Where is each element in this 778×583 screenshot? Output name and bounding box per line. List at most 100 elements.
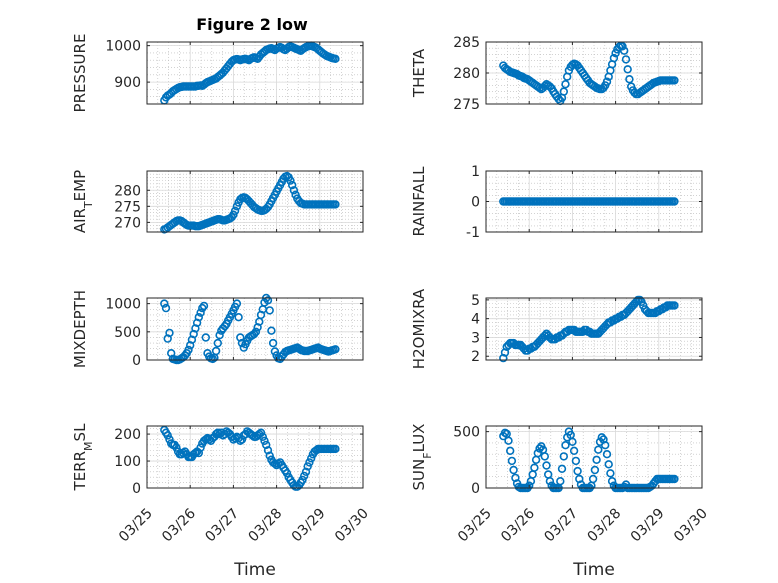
data-point (262, 440, 271, 450)
data-point (556, 477, 565, 486)
x-tick-label: 03/28 (246, 506, 286, 546)
x-tick-label: 03/26 (159, 505, 199, 545)
x-tick-label: 03/25 (455, 506, 495, 546)
data-point (251, 327, 261, 336)
data-point (507, 456, 517, 466)
data-point (594, 445, 603, 454)
data-point (331, 200, 340, 209)
axes-frame (485, 297, 703, 361)
data-point (559, 452, 568, 461)
data-markers (160, 41, 340, 105)
axes-frame (146, 41, 364, 105)
data-markers (160, 425, 340, 491)
data-point (305, 458, 314, 467)
data-point (561, 79, 570, 89)
y-tick-label: 0 (471, 195, 480, 211)
data-point (530, 463, 539, 472)
y-axis-label: TERRMSL (71, 423, 95, 492)
data-point (506, 446, 515, 455)
data-point (618, 42, 627, 51)
data-point (604, 460, 613, 469)
subplot-1: 900 1000 PRESSURE (71, 34, 364, 112)
y-tick-label: 270 (114, 215, 141, 231)
y-axis-label: RAINFALL (410, 166, 428, 237)
data-point (265, 451, 274, 460)
x-tick-label: 03/27 (202, 506, 242, 546)
data-point (600, 441, 610, 450)
axes-frame (146, 425, 364, 489)
y-tick-label: 0 (132, 481, 141, 497)
data-point (234, 313, 243, 322)
y-tick-label: 500 (114, 325, 141, 341)
data-point (201, 333, 211, 342)
y-tick-label: 0 (132, 353, 141, 369)
data-point (263, 296, 273, 305)
data-point (191, 448, 200, 458)
data-point (542, 461, 551, 470)
data-point (670, 301, 679, 310)
axes-frame (146, 297, 364, 361)
subplot-4: -1 0 1 RAINFALL (410, 164, 703, 241)
data-point (540, 331, 549, 340)
data-point (509, 465, 518, 475)
data-point (569, 446, 579, 455)
data-point (215, 331, 224, 340)
data-point (194, 313, 204, 322)
data-point (260, 436, 269, 445)
data-markers (499, 197, 679, 206)
data-point (258, 432, 267, 441)
data-point (559, 87, 568, 96)
y-tick-label: 280 (114, 183, 141, 199)
data-point (590, 465, 600, 475)
data-point (268, 338, 278, 348)
x-tick-label: 03/29 (289, 506, 329, 546)
data-point (540, 452, 549, 461)
data-point (270, 347, 280, 356)
data-point (300, 471, 309, 481)
data-point (619, 46, 629, 55)
data-point (607, 477, 617, 486)
y-tick-label: 275 (114, 199, 141, 215)
data-point (301, 467, 311, 476)
y-tick-label: 900 (114, 75, 141, 91)
data-point (161, 303, 171, 313)
x-tick-label: 03/29 (628, 506, 668, 546)
data-point (286, 176, 295, 185)
figure-title: Figure 2 low (196, 15, 308, 34)
axes-frame (146, 170, 364, 233)
data-point (194, 448, 204, 458)
data-point (196, 308, 205, 317)
data-point (592, 455, 601, 464)
data-point (625, 74, 634, 84)
data-point (265, 306, 274, 315)
data-point (213, 338, 223, 348)
data-point (256, 428, 266, 437)
x-tick-label: 03/25 (116, 506, 156, 546)
data-point (571, 456, 581, 466)
y-tick-label: 4 (471, 312, 480, 328)
data-point (545, 477, 555, 486)
y-axis-label: AIRTEMP (71, 170, 95, 233)
y-tick-label: 1 (471, 164, 480, 180)
data-point (331, 54, 340, 63)
data-markers (160, 293, 340, 365)
y-tick-label: 1000 (105, 39, 141, 55)
data-markers (499, 41, 679, 106)
data-point (289, 186, 299, 195)
x-axis-label: Time (572, 560, 615, 580)
data-point (160, 299, 169, 308)
data-point (670, 197, 679, 206)
x-tick-label: 03/26 (498, 505, 538, 545)
data-point (184, 345, 193, 355)
y-axis-label: H2OMIXRA (410, 288, 428, 369)
data-point (557, 464, 567, 473)
data-point (267, 326, 276, 335)
data-point (196, 443, 205, 452)
x-tick-label: 03/30 (671, 506, 711, 546)
x-tick-label: 03/28 (585, 506, 625, 546)
data-point (303, 462, 312, 471)
x-tick-label: 03/30 (332, 506, 372, 546)
y-tick-label: 500 (453, 425, 480, 441)
